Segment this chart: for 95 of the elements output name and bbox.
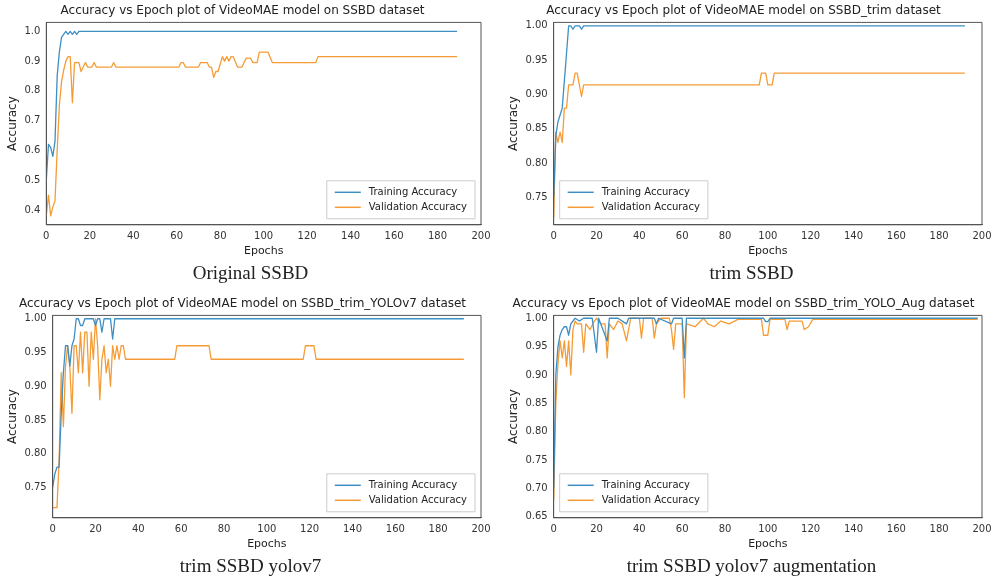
x-tick-label: 180 bbox=[929, 230, 949, 242]
y-tick-label: 1.0 bbox=[24, 24, 41, 36]
x-tick-label: 160 bbox=[385, 523, 405, 535]
y-tick-label: 0.85 bbox=[525, 396, 548, 408]
y-tick-label: 0.80 bbox=[525, 425, 548, 437]
y-tick-label: 0.75 bbox=[24, 481, 47, 493]
y-tick-label: 0.75 bbox=[525, 190, 548, 202]
y-tick-label: 0.65 bbox=[525, 510, 548, 522]
y-tick-label: 0.8 bbox=[24, 84, 41, 96]
x-tick-label: 140 bbox=[843, 230, 864, 242]
text: trim SSBD yolov7 augmentation bbox=[625, 555, 878, 577]
chart-title: Accuracy vs Epoch plot of VideoMAE model on SSBD_trim_YOLO_Aug dataset bbox=[512, 296, 975, 311]
chart-title: Accuracy vs Epoch plot of VideoMAE model on SSBD_trim_YOLOv7 dataset bbox=[18, 296, 467, 311]
y-tick-label: 0.85 bbox=[24, 413, 47, 425]
x-tick-label: 0 bbox=[49, 523, 56, 535]
x-tick-label: 180 bbox=[427, 230, 448, 242]
y-tick-label: 0.5 bbox=[24, 173, 41, 185]
y-tick-label: 1.00 bbox=[525, 311, 548, 323]
x-tick-label: 160 bbox=[384, 230, 404, 242]
x-tick-label: 140 bbox=[843, 523, 864, 535]
y-axis-title: Accuracy bbox=[5, 389, 20, 444]
y-tick-label: 0.90 bbox=[525, 368, 548, 380]
x-tick-label: 60 bbox=[675, 230, 689, 242]
x-tick-label: 40 bbox=[126, 230, 140, 242]
x-tick-label: 80 bbox=[718, 230, 732, 242]
x-tick-label: 200 bbox=[972, 523, 992, 535]
y-tick-label: 0.80 bbox=[24, 447, 47, 459]
x-tick-label: 80 bbox=[213, 230, 227, 242]
x-tick-label: 40 bbox=[632, 523, 646, 535]
y-tick-label: 0.70 bbox=[525, 481, 548, 493]
x-tick-label: 20 bbox=[89, 523, 102, 535]
legend-label: Validation Accuracy bbox=[601, 493, 700, 505]
x-tick-label: 100 bbox=[254, 230, 274, 242]
x-tick-label: 20 bbox=[590, 230, 603, 242]
y-tick-label: 0.75 bbox=[525, 453, 548, 465]
y-tick-label: 0.95 bbox=[525, 53, 548, 65]
legend-label: Validation Accuracy bbox=[368, 200, 468, 212]
chart-title: Accuracy vs Epoch plot of VideoMAE model on SSBD dataset bbox=[60, 3, 425, 18]
y-tick-label: 0.90 bbox=[525, 88, 548, 100]
x-tick-label: 60 bbox=[174, 523, 188, 535]
x-tick-label: 0 bbox=[550, 523, 557, 535]
x-tick-label: 180 bbox=[929, 523, 949, 535]
x-tick-label: 20 bbox=[83, 230, 97, 242]
x-axis-title: Epochs bbox=[247, 537, 287, 551]
legend-label: Training Accuracy bbox=[600, 185, 691, 197]
x-axis-title: Epochs bbox=[748, 537, 788, 551]
y-tick-label: 0.9 bbox=[24, 54, 41, 66]
y-tick-label: 0.80 bbox=[525, 156, 548, 168]
x-tick-label: 140 bbox=[342, 523, 363, 535]
y-tick-label: 1.00 bbox=[24, 312, 47, 324]
x-tick-label: 80 bbox=[718, 523, 732, 535]
chart-title: Accuracy vs Epoch plot of VideoMAE model on SSBD_trim dataset bbox=[546, 3, 942, 18]
y-tick-label: 0.95 bbox=[24, 346, 47, 358]
y-tick-label: 1.00 bbox=[525, 19, 548, 31]
x-tick-label: 160 bbox=[886, 523, 906, 535]
y-axis-title: Accuracy bbox=[5, 96, 20, 151]
x-tick-label: 200 bbox=[471, 230, 491, 242]
y-axis-title: Accuracy bbox=[506, 96, 521, 151]
x-tick-label: 140 bbox=[341, 230, 361, 242]
x-tick-label: 100 bbox=[758, 523, 778, 535]
x-axis-title: Epochs bbox=[748, 244, 788, 258]
y-axis-title: Accuracy bbox=[506, 389, 521, 444]
x-tick-label: 80 bbox=[217, 523, 231, 535]
y-tick-label: 0.7 bbox=[24, 114, 41, 126]
x-tick-label: 60 bbox=[170, 230, 184, 242]
x-tick-label: 0 bbox=[550, 230, 557, 242]
text: trim SSBD yolov7 bbox=[178, 555, 323, 577]
legend-label: Training Accuracy bbox=[600, 478, 691, 490]
x-tick-label: 0 bbox=[43, 230, 50, 242]
x-tick-label: 60 bbox=[675, 523, 689, 535]
legend-label: Training Accuracy bbox=[367, 185, 458, 197]
x-tick-label: 20 bbox=[590, 523, 603, 535]
x-axis-title: Epochs bbox=[243, 244, 284, 258]
legend-label: Validation Accuracy bbox=[601, 200, 700, 212]
x-tick-label: 120 bbox=[300, 523, 320, 535]
legend-label: Training Accuracy bbox=[367, 478, 458, 490]
x-tick-label: 180 bbox=[428, 523, 448, 535]
y-tick-label: 0.6 bbox=[24, 143, 41, 155]
text: Original SSBD bbox=[191, 262, 310, 284]
text: trim SSBD bbox=[708, 262, 795, 284]
y-tick-label: 0.4 bbox=[24, 203, 41, 215]
x-tick-label: 40 bbox=[632, 230, 646, 242]
legend-label: Validation Accuracy bbox=[368, 493, 468, 505]
x-tick-label: 40 bbox=[131, 523, 145, 535]
x-tick-label: 120 bbox=[801, 230, 821, 242]
x-tick-label: 120 bbox=[297, 230, 317, 242]
x-tick-label: 200 bbox=[471, 523, 491, 535]
x-tick-label: 160 bbox=[886, 230, 906, 242]
x-tick-label: 100 bbox=[758, 230, 778, 242]
x-tick-label: 200 bbox=[972, 230, 992, 242]
y-tick-label: 0.95 bbox=[525, 340, 548, 352]
x-tick-label: 120 bbox=[801, 523, 821, 535]
y-tick-label: 0.85 bbox=[525, 122, 548, 134]
x-tick-label: 100 bbox=[257, 523, 277, 535]
y-tick-label: 0.90 bbox=[24, 379, 47, 391]
